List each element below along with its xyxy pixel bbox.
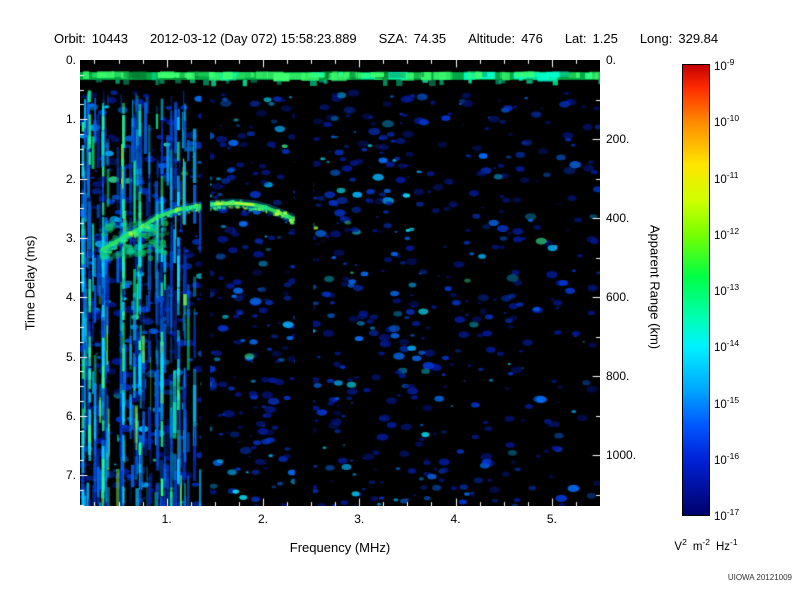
x-tick-label: 5. <box>546 512 557 526</box>
x-tick-label: 4. <box>450 512 461 526</box>
x-tick-label: 2. <box>257 512 268 526</box>
colorbar-tick-label: 10-10 <box>714 113 740 130</box>
colorbar-tick-label: 10-16 <box>714 450 740 467</box>
y-tick-label-left: 4. <box>65 290 76 305</box>
x-tick-label: 1. <box>161 512 172 526</box>
header-field-lat: Lat: 1.25 <box>565 31 618 46</box>
colorbar-tick-label: 10-14 <box>714 338 740 355</box>
header-field-orbit: Orbit: 10443 <box>54 31 128 46</box>
header-field-sza: SZA: 74.35 <box>379 31 446 46</box>
header-field-label: SZA: <box>378 31 408 46</box>
y-tick-label-left: 7. <box>65 468 76 483</box>
x-axis-label: Frequency (MHz) <box>289 540 391 555</box>
y-tick-label-right: 0. <box>606 53 617 67</box>
header-field-label: Altitude: <box>468 31 516 46</box>
unit-part: Hz-1 <box>715 537 738 553</box>
header-info-line: Orbit: 10443 2012-03-12 (Day 072) 15:58:2… <box>54 31 718 46</box>
y-tick-label-right: 1000. <box>606 448 637 463</box>
colorbar-tick-label: 10-15 <box>714 394 740 411</box>
header-field-label: Long: <box>639 31 673 46</box>
colorbar-tick-label: 10-9 <box>714 57 735 73</box>
header-field-value: 1.25 <box>592 31 618 46</box>
header-field-value: 10443 <box>91 31 128 46</box>
y-tick-label-right: 600. <box>606 290 630 305</box>
header-field-label: Orbit: <box>54 31 86 46</box>
y-tick-label-left: 5. <box>65 349 76 364</box>
watermark: UIOWA 20121009 <box>727 573 792 582</box>
y-tick-label-right: 400. <box>606 211 630 226</box>
header-field-value: 74.35 <box>413 31 447 46</box>
colorbar-tick-label: 10-12 <box>714 225 740 242</box>
header-field-long: Long: 329.84 <box>640 31 718 46</box>
header-field-label: Lat: <box>564 31 587 46</box>
spectrogram-canvas <box>80 60 600 506</box>
x-tick-label: 3. <box>354 512 365 526</box>
header-field-value: 476 <box>521 31 543 46</box>
colorbar-tick-label: 10-17 <box>714 507 740 523</box>
colorbar-tick-label: 10-13 <box>714 282 740 298</box>
y-tick-label-left: 1. <box>65 112 76 127</box>
colorbar-tick-label: 10-11 <box>714 169 739 186</box>
y-tick-label-right: 200. <box>606 132 630 147</box>
header-field-value: 329.84 <box>678 31 719 46</box>
y-tick-label-right: 800. <box>606 369 630 384</box>
y-tick-label-left: 0. <box>65 53 76 67</box>
y-tick-label-left: 6. <box>65 408 76 423</box>
header-field-datetime: 2012-03-12 (Day 072) 15:58:23.889 <box>150 31 357 46</box>
colorbar <box>682 64 710 516</box>
y-axis-label-left: Time Delay (ms) <box>22 235 38 331</box>
y-axis-label-right: Apparent Range (km) <box>647 224 663 350</box>
y-tick-label-left: 3. <box>65 230 76 245</box>
unit-part: m-2 <box>692 537 710 553</box>
colorbar-unit-label: V2 m-2 Hz-1 <box>650 537 762 553</box>
header-field-altitude: Altitude: 476 <box>468 31 543 46</box>
y-tick-label-left: 2. <box>65 171 76 186</box>
header-field-value: 2012-03-12 (Day 072) 15:58:23.889 <box>149 31 357 46</box>
unit-part: V2 <box>674 537 687 553</box>
